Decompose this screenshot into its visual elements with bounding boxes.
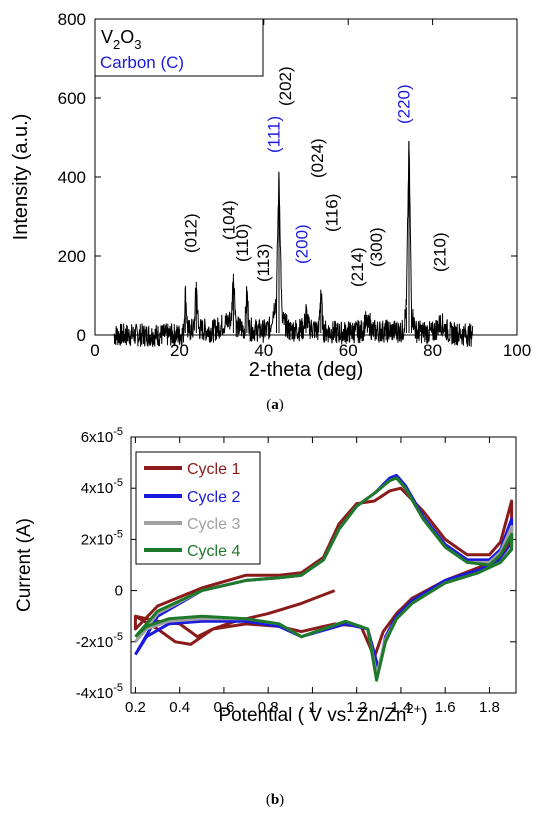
xrd-xtick-label: 100 — [503, 341, 531, 360]
peak-label: (104) — [219, 200, 238, 240]
legend-cycle4: Cycle 4 — [187, 543, 240, 560]
peak-label: (220) — [394, 84, 413, 124]
cv-cycle4-line — [134, 476, 514, 682]
cv-xtick-label: 1.8 — [479, 699, 500, 716]
caption-a: (a) — [266, 397, 284, 413]
peak-label: (202) — [276, 66, 295, 106]
cv-xtick-label: 1.2 — [346, 699, 367, 716]
cv-ytick-label: 0 — [115, 583, 123, 600]
cv-legend: Cycle 1 Cycle 2 Cycle 3 Cycle 4 — [135, 451, 261, 565]
xrd-ytick-label: 0 — [77, 326, 86, 345]
cv-ylabel: Current (A) — [14, 518, 35, 612]
peak-label: (012) — [181, 213, 200, 253]
cv-chart: 0.2 0.4 0.6 0.8 1 1.2 1.4 1.6 1.8 -4x10-5 -2x10-5 0… — [14, 426, 517, 808]
peak-label: (200) — [292, 224, 311, 264]
xrd-ytick-label: 600 — [58, 89, 86, 108]
cv-xtick-label: 1 — [308, 699, 316, 716]
xrd-ylabel: Intensity (a.u.) — [10, 114, 32, 241]
peak-label: (024) — [308, 138, 327, 178]
xrd-xtick-label: 80 — [423, 341, 442, 360]
legend-v2o3: V2O3 — [101, 27, 142, 52]
xrd-xtick-label: 40 — [254, 341, 273, 360]
xrd-xtick-label: 0 — [90, 341, 99, 360]
cv-xtick-label: 1.6 — [435, 699, 456, 716]
legend-cycle2: Cycle 2 — [187, 489, 240, 506]
legend-carbon: Carbon (C) — [100, 53, 184, 72]
peak-label: (214) — [348, 247, 367, 287]
cv-ytick-label: 6x10-5 — [81, 426, 123, 446]
peak-label: (210) — [430, 232, 449, 272]
cv-ytick-label: 2x10-5 — [81, 528, 123, 548]
cv-xtick-label: 1.4 — [391, 699, 412, 716]
legend-cycle1: Cycle 1 — [187, 461, 240, 478]
cv-xtick-label: 0.6 — [214, 699, 235, 716]
xrd-ytick-label: 800 — [58, 10, 86, 29]
cv-xlabel: Potential ( V vs. Zn/Zn2+) — [218, 701, 427, 726]
cv-ytick-label: 4x10-5 — [81, 477, 123, 497]
cv-legend-box — [135, 451, 261, 565]
peak-label: (110) — [233, 224, 252, 262]
cv-xtick-label: 0.8 — [258, 699, 279, 716]
cv-xtick-label: 0.2 — [125, 699, 146, 716]
xrd-xtick-label: 60 — [339, 341, 358, 360]
caption-b: (b) — [266, 792, 284, 808]
cv-xtick-label: 0.4 — [169, 699, 190, 716]
cv-plot-frame — [130, 436, 517, 694]
cv-ytick-label: -4x10-5 — [76, 682, 123, 702]
peak-label: (300) — [367, 227, 386, 267]
peak-label: (113) — [254, 244, 273, 282]
xrd-legend-box — [94, 18, 264, 77]
cv-ytick-label: -2x10-5 — [76, 631, 123, 651]
peak-label: (116) — [323, 194, 342, 232]
legend-cycle3: Cycle 3 — [187, 516, 240, 533]
xrd-xlabel: 2-theta (deg) — [249, 359, 364, 381]
peak-label: (111) — [264, 116, 283, 153]
xrd-ytick-label: 200 — [58, 247, 86, 266]
xrd-ytick-label: 400 — [58, 168, 86, 187]
xrd-pattern-line — [113, 140, 474, 348]
